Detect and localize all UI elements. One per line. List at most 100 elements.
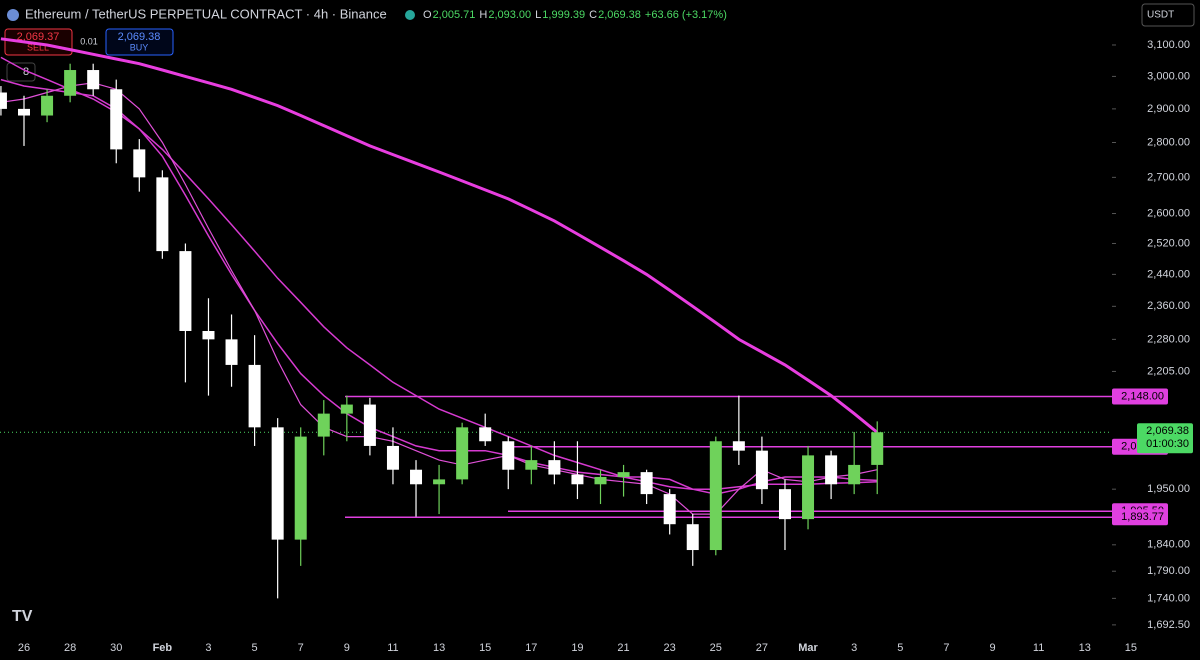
x-tick-label: 11 [387, 642, 398, 654]
indicator-toggle[interactable] [6, 62, 36, 82]
candle-body [433, 479, 446, 485]
ohlc-value: 2,005.71 [433, 9, 476, 21]
symbol-title[interactable]: Ethereum / TetherUS PERPETUAL CONTRACT ·… [25, 6, 387, 21]
candle-body [386, 445, 399, 470]
ohlc-key: H [479, 9, 487, 21]
candle-body [225, 339, 238, 365]
sell-price: 2,069.37 [17, 31, 60, 43]
spread: 0.01 [80, 36, 98, 46]
x-tick-label: 5 [252, 642, 258, 654]
candle-body [732, 441, 745, 451]
y-tick-label: 2,600.00 [1147, 207, 1190, 219]
moving-average [0, 82, 878, 515]
y-tick-label: 2,520.00 [1147, 237, 1190, 249]
candle-body [271, 427, 284, 540]
buy-button[interactable] [105, 28, 174, 56]
candle-body [133, 149, 146, 178]
symbol-icon [7, 9, 19, 21]
moving-average [0, 37, 879, 434]
candle-body [363, 404, 376, 446]
x-tick-label: 13 [1079, 642, 1091, 654]
candle-body [479, 427, 492, 442]
x-tick-label: Feb [153, 642, 173, 654]
buy-price: 2,069.38 [118, 31, 161, 43]
candle-body [502, 441, 515, 470]
sell-button[interactable] [4, 28, 73, 56]
ohlc-key: L [535, 9, 541, 21]
level-badge [1112, 388, 1168, 405]
candle-body [594, 476, 607, 485]
moving-average [0, 78, 878, 495]
level-label: 2,148.00 [1121, 390, 1164, 402]
candle-body [548, 460, 561, 475]
x-tick-label: 9 [989, 642, 995, 654]
x-tick-label: 21 [617, 642, 629, 654]
y-tick-label: 2,440.00 [1147, 268, 1190, 280]
candle-body [686, 524, 699, 551]
y-tick-label: 1,692.50 [1147, 619, 1190, 631]
candle-body [778, 489, 791, 520]
candle-body [871, 432, 884, 465]
candle-body [617, 472, 630, 477]
candle-body [663, 494, 676, 525]
y-tick-label: 1,950.00 [1147, 483, 1190, 495]
x-tick-label: 7 [943, 642, 949, 654]
y-tick-label: 2,700.00 [1147, 171, 1190, 183]
x-tick-label: 27 [756, 642, 768, 654]
candle-body [41, 95, 54, 116]
candle-body [179, 251, 192, 331]
y-tick-label: 3,100.00 [1147, 39, 1190, 51]
candle-body [848, 464, 861, 485]
x-tick-label: 7 [298, 642, 304, 654]
ohlc-value: 2,069.38 [598, 9, 641, 21]
candle-body [0, 92, 7, 109]
candle-body [802, 455, 815, 520]
x-tick-label: 9 [344, 642, 350, 654]
x-tick-label: 11 [1033, 642, 1044, 654]
level-badge [1112, 509, 1168, 526]
x-tick-label: 15 [479, 642, 491, 654]
y-tick-label: 3,000.00 [1147, 70, 1190, 82]
candle-body [640, 472, 653, 495]
currency-select[interactable] [1141, 3, 1195, 27]
y-tick-label: 2,360.00 [1147, 300, 1190, 312]
y-tick-label: 2,205.00 [1147, 365, 1190, 377]
y-tick-label: 2,280.00 [1147, 333, 1190, 345]
x-tick-label: 23 [664, 642, 676, 654]
x-tick-label: 25 [710, 642, 722, 654]
y-tick-label: 2,900.00 [1147, 103, 1190, 115]
plot-area [0, 37, 1112, 599]
candle-body [202, 330, 215, 340]
candle-body [525, 460, 538, 470]
ohlc-key: C [589, 9, 597, 21]
x-tick-label: 30 [110, 642, 122, 654]
candle-body [755, 450, 768, 490]
candle-body [18, 108, 30, 116]
candle-body [571, 474, 584, 485]
x-tick-label: 19 [571, 642, 583, 654]
change: +63.66 (+3.17%) [645, 9, 727, 21]
candle-body [709, 441, 722, 551]
logo: TV [12, 608, 33, 625]
moving-average [0, 56, 878, 490]
sell-label: SELL [27, 42, 49, 52]
y-tick-label: 1,790.00 [1147, 565, 1190, 577]
y-tick-label: 1,740.00 [1147, 592, 1190, 604]
level-label: 1,893.77 [1121, 511, 1164, 523]
candle-body [825, 455, 838, 485]
candle-body [410, 469, 423, 485]
y-tick-label: 2,800.00 [1147, 136, 1190, 148]
x-tick-label: 28 [64, 642, 76, 654]
indicator-count: 8 [23, 66, 29, 78]
x-tick-label: 26 [18, 642, 30, 654]
x-tick-label: 15 [1125, 642, 1137, 654]
candle-body [248, 364, 261, 428]
ohlc-value: 2,093.00 [488, 9, 531, 21]
ohlc-key: O [423, 9, 432, 21]
x-tick-label: 3 [205, 642, 211, 654]
candle-body [294, 436, 307, 540]
candle-body [317, 413, 330, 437]
market-status [405, 10, 415, 20]
